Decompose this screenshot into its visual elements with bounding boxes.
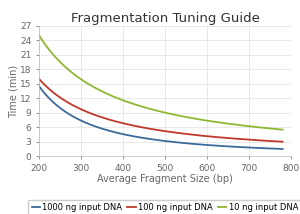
100 ng input DNA: [117, 121, 120, 123]
Legend: 1000 ng input DNA, 100 ng input DNA, 10 ng input DNA: 1000 ng input DNA, 100 ng input DNA, 10 …: [28, 199, 300, 214]
10 ng input DNA: [281, 128, 284, 131]
10 ng input DNA: [134, 103, 137, 106]
Line: 1000 ng input DNA: 1000 ng input DNA: [39, 86, 283, 149]
100 ng input DNA: [67, 101, 70, 104]
100 ng input DNA: [214, 136, 218, 138]
1000 ng input DNA: [37, 85, 41, 87]
10 ng input DNA: [37, 34, 41, 37]
100 ng input DNA: [190, 133, 194, 136]
100 ng input DNA: [281, 140, 284, 143]
100 ng input DNA: [37, 78, 41, 80]
1000 ng input DNA: [213, 144, 217, 147]
1000 ng input DNA: [190, 143, 194, 145]
10 ng input DNA: [67, 68, 70, 71]
1000 ng input DNA: [67, 112, 70, 115]
Line: 100 ng input DNA: 100 ng input DNA: [39, 79, 283, 142]
10 ng input DNA: [117, 97, 120, 100]
1000 ng input DNA: [134, 135, 137, 138]
Title: Fragmentation Tuning Guide: Fragmentation Tuning Guide: [70, 12, 260, 25]
100 ng input DNA: [134, 125, 137, 127]
Line: 10 ng input DNA: 10 ng input DNA: [39, 35, 283, 130]
10 ng input DNA: [214, 121, 218, 123]
1000 ng input DNA: [117, 132, 120, 134]
1000 ng input DNA: [214, 144, 218, 147]
10 ng input DNA: [190, 117, 194, 119]
X-axis label: Average Fragment Size (bp): Average Fragment Size (bp): [97, 174, 233, 184]
Y-axis label: Time (min): Time (min): [8, 64, 19, 117]
1000 ng input DNA: [281, 148, 284, 150]
10 ng input DNA: [213, 120, 217, 123]
100 ng input DNA: [213, 136, 217, 138]
